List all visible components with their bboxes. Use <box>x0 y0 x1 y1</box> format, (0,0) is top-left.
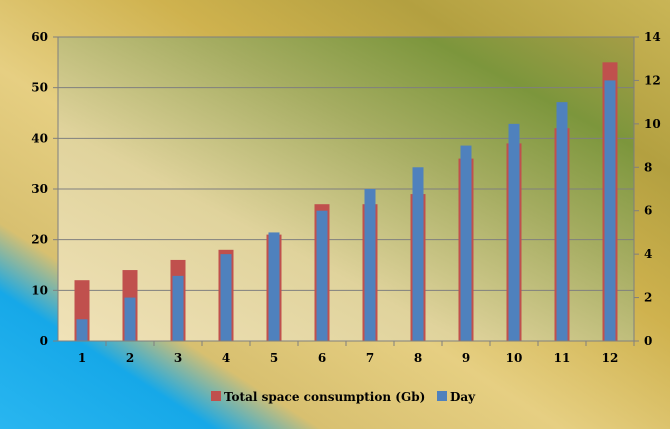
bar-day <box>364 189 376 341</box>
right-axis-tick-label: 4 <box>644 247 652 261</box>
left-axis-tick-label: 0 <box>40 334 48 348</box>
right-axis-tick-label: 12 <box>644 73 661 87</box>
x-axis-tick-label: 9 <box>462 351 470 365</box>
right-axis-tick-label: 10 <box>644 117 661 131</box>
right-axis-tick-label: 0 <box>644 334 652 348</box>
left-axis-tick-label: 10 <box>31 283 48 297</box>
right-axis-tick-label: 14 <box>644 30 661 44</box>
bar-day <box>124 297 136 341</box>
bar-day <box>508 123 520 341</box>
x-axis-tick-label: 11 <box>554 351 571 365</box>
bar-day <box>220 254 232 341</box>
bar-day <box>76 319 88 341</box>
legend-label-total-space: Total space consumption (Gb) <box>224 390 425 404</box>
left-axis-tick-label: 30 <box>31 182 48 196</box>
x-axis-tick-label: 1 <box>78 351 86 365</box>
x-axis-tick-label: 2 <box>126 351 134 365</box>
bar-day <box>172 275 184 341</box>
legend-swatch-day <box>437 391 447 401</box>
x-axis-tick-label: 3 <box>174 351 182 365</box>
x-axis-tick-label: 8 <box>414 351 422 365</box>
x-axis-tick-label: 4 <box>222 351 230 365</box>
legend: Total space consumption (Gb) Day <box>211 390 476 404</box>
right-axis-tick-label: 6 <box>644 204 652 218</box>
x-axis-tick-label: 5 <box>270 351 278 365</box>
left-axis-tick-label: 40 <box>31 131 48 145</box>
bar-day <box>604 80 616 341</box>
bar-day <box>316 210 328 341</box>
legend-label-day: Day <box>450 390 476 404</box>
legend-swatch-total-space <box>211 391 221 401</box>
right-axis-tick-label: 8 <box>644 160 652 174</box>
left-axis-tick-label: 60 <box>31 30 48 44</box>
bar-day <box>268 232 280 341</box>
x-axis-tick-label: 12 <box>602 351 619 365</box>
axes <box>53 36 639 346</box>
x-axis-tick-label: 7 <box>366 351 374 365</box>
x-axis-tick-label: 10 <box>506 351 523 365</box>
left-axis-tick-label: 50 <box>31 81 48 95</box>
bars <box>74 62 618 342</box>
x-axis-tick-label: 6 <box>318 351 326 365</box>
left-axis-tick-label: 20 <box>31 233 48 247</box>
bar-day <box>412 167 424 341</box>
gridlines <box>58 36 634 291</box>
bar-day <box>460 145 472 341</box>
bar-day <box>556 102 568 342</box>
right-axis-tick-label: 2 <box>644 291 652 305</box>
